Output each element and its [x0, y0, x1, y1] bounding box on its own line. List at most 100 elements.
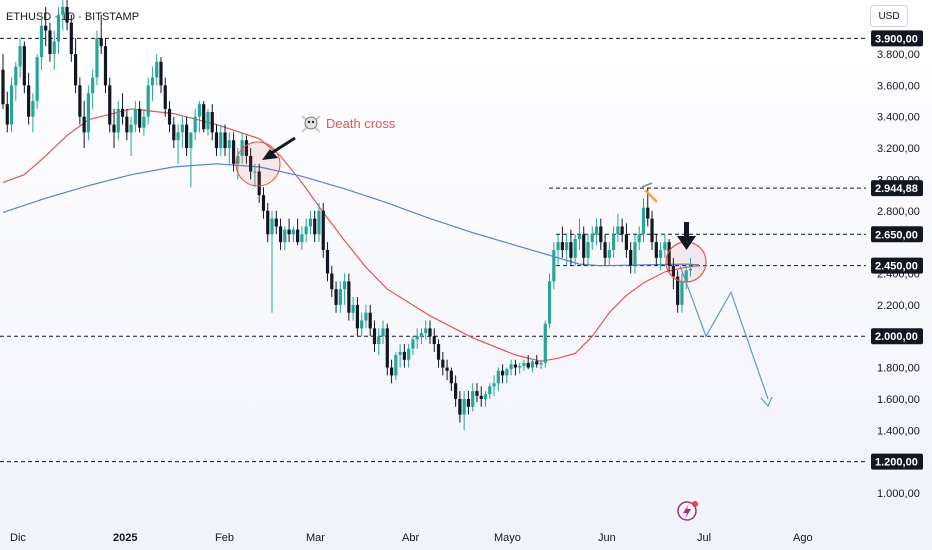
- candle-body: [236, 155, 240, 164]
- candle-body: [223, 132, 227, 149]
- death-cross-arrowhead: [262, 149, 278, 160]
- candle-body: [607, 249, 611, 258]
- candle-body: [274, 218, 278, 227]
- y-tick-label: 1.400,00: [877, 425, 920, 437]
- candle-body: [185, 124, 189, 149]
- candle-body: [547, 281, 552, 324]
- x-tick-label: Ago: [793, 532, 813, 544]
- candle-body: [172, 124, 176, 141]
- level-price-label: 2.650,00: [875, 229, 918, 241]
- candle-body: [560, 242, 564, 250]
- candle-body: [14, 66, 18, 86]
- candle-body: [620, 226, 624, 235]
- candle-body: [270, 218, 274, 235]
- candle-body: [31, 101, 35, 117]
- candle-body: [462, 398, 466, 415]
- x-tick-label: Abr: [402, 532, 419, 544]
- y-tick-label: 3.200,00: [877, 143, 920, 155]
- badge-bolt: [683, 504, 691, 519]
- candle-body: [159, 61, 163, 86]
- lightning-badge-icon: [677, 501, 698, 521]
- candle-body: [138, 108, 142, 128]
- candle-body: [142, 116, 146, 128]
- x-tick-label: Jun: [598, 532, 616, 544]
- candle-body: [227, 140, 231, 149]
- candle-body: [492, 383, 496, 387]
- candle-body: [633, 242, 637, 266]
- candle-body: [471, 391, 475, 407]
- candle-body: [483, 394, 488, 399]
- candle-body: [505, 369, 509, 376]
- death-cross-circle: [235, 141, 281, 187]
- currency-button[interactable]: USD: [870, 5, 908, 27]
- candle-body: [355, 304, 360, 329]
- candle-body: [428, 328, 432, 337]
- candle-body: [432, 336, 436, 345]
- level-price-label: 2.000,00: [875, 331, 918, 343]
- level-price-tag: [871, 30, 923, 47]
- candle-body: [612, 234, 616, 250]
- candle-body: [244, 140, 248, 156]
- level-price-label: 2.944,88: [875, 183, 918, 195]
- x-tick-label: 2025: [113, 532, 137, 544]
- candle-body: [586, 242, 590, 258]
- candle-body: [125, 116, 129, 133]
- candle-body: [398, 351, 402, 356]
- down-arrow-shaft: [684, 222, 689, 236]
- candle-body: [261, 195, 266, 211]
- level-price-tag: [871, 180, 923, 197]
- candle-body: [103, 46, 108, 86]
- candle-body: [176, 132, 180, 141]
- candle-body: [202, 104, 206, 130]
- projection-path: [679, 265, 769, 400]
- candle-body: [360, 320, 364, 329]
- skull-crossbones-icon: [301, 115, 321, 133]
- candle-body: [479, 395, 483, 399]
- candle-body: [496, 370, 500, 384]
- level-price-label: 1.200,00: [875, 457, 918, 469]
- x-tick-label: Dic: [10, 532, 26, 544]
- candle-body: [193, 116, 197, 133]
- candle-body: [641, 207, 646, 235]
- candle-body: [231, 140, 236, 164]
- candle-body: [219, 132, 223, 149]
- candle-body: [458, 398, 462, 415]
- candle-body: [500, 370, 505, 376]
- candle-body: [95, 38, 99, 78]
- candle-body: [56, 14, 61, 42]
- chart-title: ETHUSD · 1D · BITSTAMP: [6, 11, 139, 23]
- candle-body: [364, 312, 368, 321]
- projection-arrowhead: [760, 396, 773, 408]
- candle-body: [616, 226, 620, 235]
- y-tick-label: 3.600,00: [877, 80, 920, 92]
- candle-body: [385, 328, 389, 368]
- level-price-label: 2.450,00: [875, 261, 918, 273]
- candle-body: [389, 367, 394, 376]
- candle-body: [530, 361, 535, 368]
- candle-body: [454, 383, 458, 399]
- candle-body: [317, 210, 321, 235]
- candle-body: [206, 112, 210, 130]
- candle-body: [52, 41, 56, 54]
- skull-eye: [307, 120, 311, 124]
- candle-body: [35, 57, 39, 102]
- candle-body: [539, 362, 543, 365]
- candle-body: [334, 289, 338, 305]
- candle-body: [257, 171, 261, 196]
- candle-body: [313, 218, 317, 235]
- candle-body: [91, 77, 95, 94]
- candle-body: [411, 339, 415, 349]
- candle-body: [680, 281, 684, 305]
- sma-fast-line: [2, 108, 700, 362]
- candle-body: [445, 367, 449, 371]
- candle-body: [475, 391, 479, 396]
- level-price-tag: [871, 453, 923, 470]
- candle-body: [5, 104, 9, 125]
- x-tick-label: Mar: [306, 532, 325, 544]
- candle-body: [646, 207, 650, 219]
- candle-body: [82, 116, 86, 133]
- candle-body: [266, 210, 270, 235]
- candle-body: [9, 85, 14, 125]
